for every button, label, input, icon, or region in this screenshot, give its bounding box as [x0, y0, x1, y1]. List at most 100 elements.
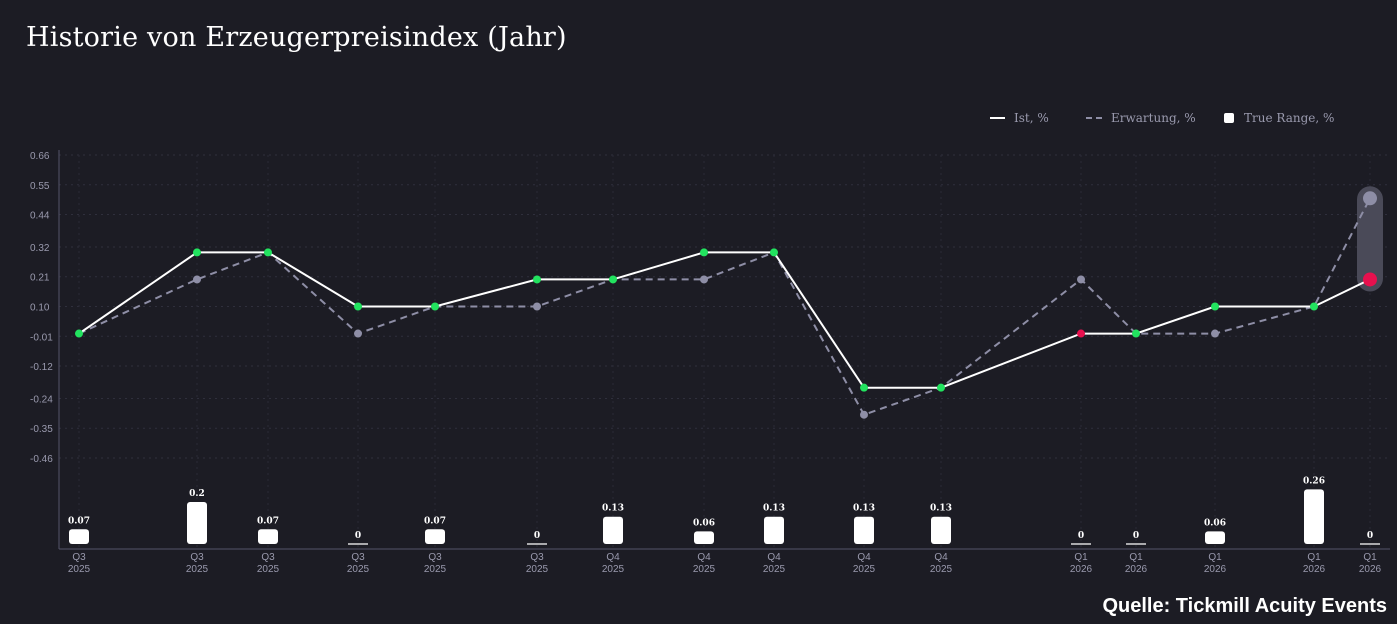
actual-point: [431, 302, 439, 311]
true-range-bar: [1205, 531, 1225, 544]
chart-title: Historie von Erzeugerpreisindex (Jahr): [26, 22, 567, 53]
x-tick-label-quarter: Q1: [1307, 552, 1321, 563]
true-range-label: 0: [1133, 531, 1139, 541]
expected-point: [700, 275, 708, 284]
x-tick-label-quarter: Q3: [261, 552, 275, 563]
x-tick-label-year: 2025: [186, 564, 209, 575]
true-range-label: 0.13: [763, 504, 785, 514]
true-range-label: 0: [1078, 531, 1084, 541]
y-tick-label: -0.35: [30, 424, 53, 435]
y-tick-label: 0.10: [30, 303, 50, 314]
x-tick-label-quarter: Q1: [1074, 552, 1088, 563]
true-range-bar: [1304, 489, 1324, 544]
true-range-label: 0.07: [424, 516, 446, 526]
actual-point: [700, 248, 708, 257]
x-tick-label-year: 2025: [347, 564, 370, 575]
actual-point: [1132, 329, 1140, 338]
x-tick-label-year: 2025: [693, 564, 716, 575]
x-tick-label-year: 2026: [1303, 564, 1326, 575]
y-tick-label: 0.21: [30, 273, 50, 284]
true-range-bar: [187, 502, 207, 544]
y-tick-label: -0.24: [30, 394, 53, 405]
true-range-label: 0.13: [853, 504, 875, 514]
x-tick-label-quarter: Q4: [767, 552, 781, 563]
actual-point: [75, 329, 83, 338]
true-range-label: 0.07: [68, 516, 90, 526]
actual-point: [264, 248, 272, 257]
actual-point: [1310, 302, 1318, 311]
true-range-label: 0.06: [693, 518, 715, 528]
expected-point: [193, 275, 201, 284]
x-tick-label-quarter: Q3: [351, 552, 365, 563]
x-tick-label-quarter: Q1: [1363, 552, 1377, 563]
source-label: Quelle: Tickmill Acuity Events: [1102, 595, 1387, 617]
x-tick-label-year: 2026: [1125, 564, 1148, 575]
true-range-bar: [425, 529, 445, 544]
x-tick-label-year: 2026: [1070, 564, 1093, 575]
legend-expected-label: Erwartung, %: [1111, 111, 1196, 125]
actual-point: [354, 302, 362, 311]
x-tick-label-quarter: Q3: [428, 552, 442, 563]
legend-actual-label: Ist, %: [1014, 111, 1049, 125]
legend-range-swatch: [1224, 113, 1234, 123]
true-range-label: 0.13: [602, 504, 624, 514]
y-tick-label: -0.12: [30, 362, 53, 373]
x-tick-label-year: 2025: [853, 564, 876, 575]
true-range-label: 0.07: [257, 516, 279, 526]
true-range-bar: [931, 516, 951, 544]
true-range-label: 0: [355, 531, 361, 541]
actual-point: [1211, 302, 1219, 311]
y-tick-label: -0.46: [30, 454, 53, 465]
true-range-bar: [694, 531, 714, 544]
expected-point: [1211, 329, 1219, 338]
actual-point: [1077, 329, 1085, 338]
x-tick-label-year: 2025: [930, 564, 953, 575]
x-tick-label-quarter: Q1: [1129, 552, 1143, 563]
x-tick-label-year: 2025: [257, 564, 280, 575]
x-tick-label-quarter: Q3: [190, 552, 204, 563]
x-tick-label-year: 2025: [68, 564, 91, 575]
x-tick-label-year: 2026: [1204, 564, 1227, 575]
x-tick-label-quarter: Q3: [72, 552, 86, 563]
true-range-label: 0: [1367, 531, 1373, 541]
y-tick-label: 0.66: [30, 151, 50, 162]
x-tick-label-year: 2025: [526, 564, 549, 575]
expected-point: [860, 410, 868, 419]
y-tick-label: 0.32: [30, 243, 50, 254]
actual-point: [937, 383, 945, 392]
y-tick-label: 0.55: [30, 181, 50, 192]
x-tick-label-quarter: Q4: [606, 552, 620, 563]
actual-point: [860, 383, 868, 392]
actual-point: [770, 248, 778, 257]
y-tick-label: -0.01: [30, 332, 53, 343]
expected-point: [1077, 275, 1085, 284]
actual-point: [1363, 272, 1377, 287]
expected-point: [354, 329, 362, 338]
true-range-bar: [258, 529, 278, 544]
x-tick-label-quarter: Q1: [1208, 552, 1222, 563]
expected-series-line: [78, 197, 1371, 416]
actual-point: [193, 248, 201, 257]
x-tick-label-quarter: Q4: [857, 552, 871, 563]
expected-point: [1363, 191, 1377, 206]
true-range-bar: [854, 516, 874, 544]
x-tick-label-quarter: Q3: [530, 552, 544, 563]
y-tick-label: 0.44: [30, 211, 50, 222]
x-tick-label-year: 2025: [602, 564, 625, 575]
x-tick-label-year: 2025: [763, 564, 786, 575]
x-tick-label-quarter: Q4: [697, 552, 711, 563]
true-range-label: 0.06: [1204, 518, 1226, 528]
true-range-bar: [764, 516, 784, 544]
legend-range-label: True Range, %: [1244, 111, 1334, 125]
expected-point: [533, 302, 541, 311]
true-range-bar: [603, 516, 623, 544]
true-range-bar: [69, 529, 89, 544]
true-range-label: 0: [534, 531, 540, 541]
true-range-label: 0.26: [1303, 476, 1325, 486]
actual-point: [609, 275, 617, 284]
x-tick-label-quarter: Q4: [934, 552, 948, 563]
true-range-label: 0.13: [930, 504, 952, 514]
x-tick-label-year: 2025: [424, 564, 447, 575]
